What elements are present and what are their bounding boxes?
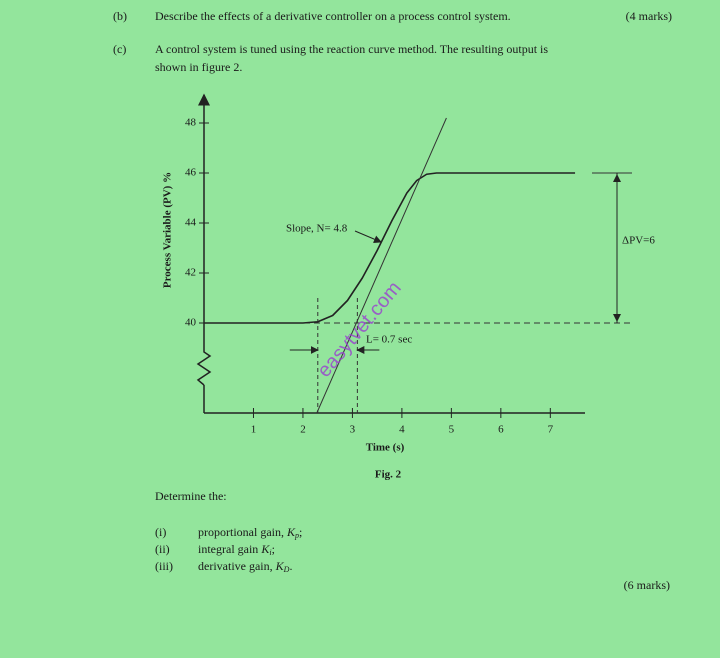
- question-text: shown in figure 2.: [155, 60, 242, 74]
- annotation: ΔPV=6: [622, 235, 655, 247]
- caption: Fig. 2: [375, 469, 402, 481]
- x-tick-label: 1: [251, 424, 257, 436]
- item-text: derivative gain, KD.: [198, 559, 292, 574]
- item-text: proportional gain, Kp;: [198, 525, 302, 540]
- y-tick-label: 48: [185, 117, 197, 129]
- x-tick-label: 5: [449, 424, 455, 436]
- item-subscript: p: [294, 531, 299, 540]
- item-subscript: i: [269, 548, 271, 557]
- y-tick-label: 46: [185, 167, 197, 179]
- y-tick-label: 42: [185, 267, 196, 279]
- y-axis-label: Process Variable (PV) %: [162, 172, 174, 288]
- x-tick-label: 6: [498, 424, 504, 436]
- item-end: ;: [299, 525, 302, 539]
- item-end: .: [289, 559, 292, 573]
- annotation: Slope, N= 4.8: [286, 223, 348, 235]
- response-curve: [204, 172, 576, 324]
- marks: (6 marks): [624, 578, 670, 592]
- annotation: L= 0.7 sec: [366, 334, 412, 346]
- marks: (4 marks): [626, 9, 672, 23]
- question-text: Describe the effects of a derivative con…: [155, 9, 511, 23]
- question-number: (b): [113, 9, 127, 23]
- figure: Process Variable (PV) % Time (s) Fig. 2 …: [162, 93, 655, 481]
- items: (i) proportional gain, Kp; (ii) integral ga…: [155, 525, 302, 574]
- x-tick-label: 2: [300, 424, 306, 436]
- item-text: derivative gain,: [198, 559, 276, 573]
- item-text: integral gain Ki;: [198, 542, 275, 557]
- question-number: (c): [113, 42, 126, 56]
- item-number: (iii): [155, 559, 173, 573]
- y-tick-label: 40: [185, 317, 197, 329]
- item-text: proportional gain,: [198, 525, 287, 539]
- item-subscript: D: [283, 565, 290, 574]
- tangent-line: [316, 117, 447, 414]
- item-symbol: K: [260, 542, 270, 556]
- item-end: ;: [272, 542, 275, 556]
- arrow: [354, 230, 382, 243]
- x-axis-label: Time (s): [366, 442, 405, 454]
- prompt: Determine the:: [155, 489, 227, 503]
- question-text: A control system is tuned using the reac…: [155, 42, 548, 56]
- item-number: (i): [155, 525, 166, 539]
- item-symbol: K: [286, 525, 296, 539]
- item-number: (ii): [155, 542, 170, 556]
- x-tick-label: 3: [350, 424, 356, 436]
- x-tick-label: 7: [548, 424, 554, 436]
- x-tick-label: 4: [399, 424, 405, 436]
- y-tick-label: 44: [185, 217, 197, 229]
- item-text: integral gain: [198, 542, 261, 556]
- y-axis: [196, 93, 212, 386]
- watermark: easytvet.com: [313, 277, 406, 381]
- item-symbol: K: [275, 559, 285, 573]
